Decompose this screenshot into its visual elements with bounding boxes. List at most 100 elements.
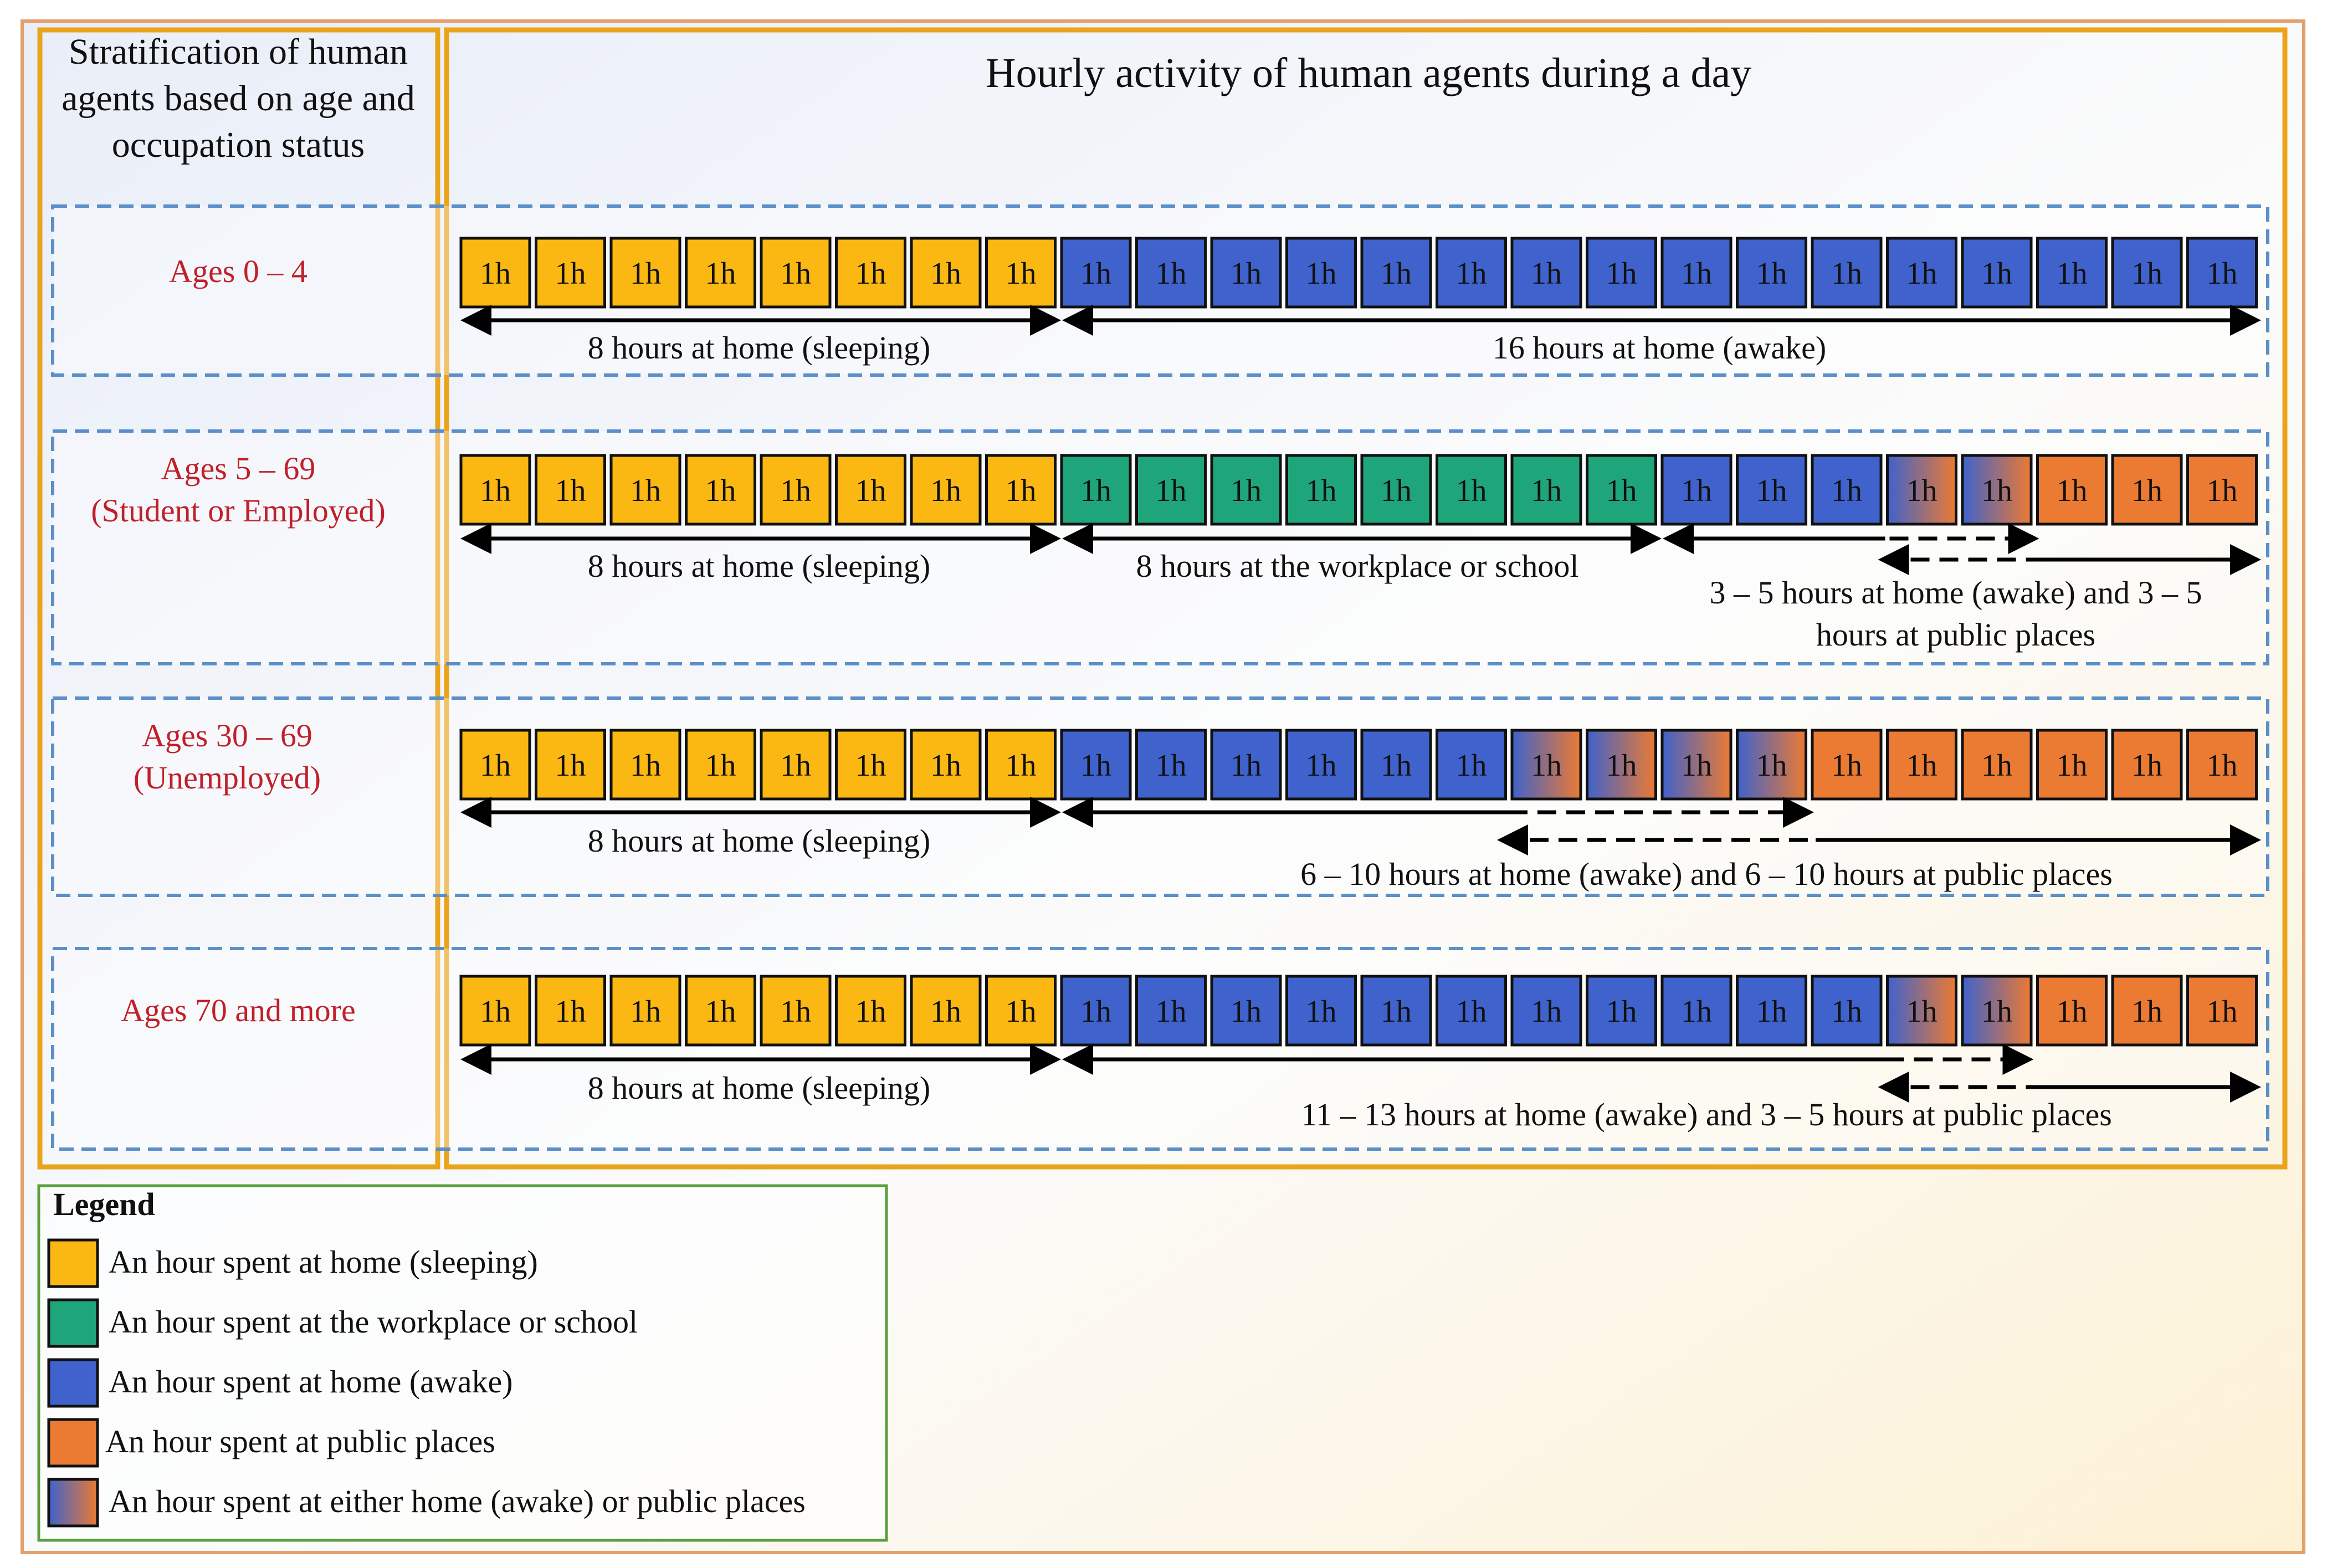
hour-cell-label: 1h [1306, 474, 1337, 508]
hour-cell [835, 237, 906, 309]
hour-cell-label: 1h [1606, 474, 1637, 508]
hour-cell [1510, 237, 1582, 309]
hour-cell [1060, 729, 1132, 801]
hour-cell [459, 729, 531, 801]
hour-cell-label: 1h [1456, 474, 1487, 508]
hour-cell [985, 237, 1057, 309]
hour-cell [535, 729, 606, 801]
row-label-line: (Student or Employed) [91, 493, 386, 529]
hour-cell-label: 1h [780, 474, 811, 508]
hour-cell [1886, 729, 1957, 801]
hour-cell [685, 454, 756, 526]
hour-cell-label: 1h [1006, 995, 1037, 1029]
hour-cell-label: 1h [1531, 995, 1562, 1029]
hour-cell-label: 1h [555, 474, 586, 508]
span-label-row2-work: 8 hours at the workplace or school [1136, 548, 1579, 584]
hour-cell [1736, 975, 1807, 1047]
row-label-ages-0-4: Ages 0 – 4 [50, 250, 427, 293]
legend-swatch-sleep [47, 1238, 99, 1288]
hour-cell-label: 1h [1381, 995, 1412, 1029]
hour-cell-label: 1h [705, 995, 736, 1029]
hour-cell [1961, 729, 2033, 801]
hour-cell [1736, 237, 1807, 309]
hour-cell-label: 1h [1231, 995, 1262, 1029]
hour-cell-label: 1h [1006, 474, 1037, 508]
hour-cell-label: 1h [1681, 995, 1712, 1029]
hour-cell-label: 1h [1080, 474, 1111, 508]
hour-cell-label: 1h [1381, 749, 1412, 783]
span-label-row1-sleep: 8 hours at home (sleeping) [587, 330, 931, 366]
hour-cell [1060, 975, 1132, 1047]
span-label-row3-home-public: 6 – 10 hours at home (awake) and 6 – 10 … [1300, 856, 2113, 892]
hour-cell-label: 1h [1531, 257, 1562, 291]
hour-cell [1660, 454, 1733, 526]
hour-cell-label: 1h [1756, 257, 1787, 291]
hour-cell-label: 1h [1306, 995, 1337, 1029]
hour-cell-label: 1h [1906, 749, 1938, 783]
hour-cell-label: 1h [2207, 257, 2238, 291]
hour-cell-label: 1h [1756, 749, 1787, 783]
legend-swatch-home_awake [47, 1358, 99, 1408]
row-label-line: Ages 0 – 4 [169, 253, 307, 289]
hour-cell [1285, 975, 1357, 1047]
hour-cell [2186, 454, 2258, 526]
hour-cell-label: 1h [930, 995, 961, 1029]
hour-cell [1961, 975, 2033, 1047]
hour-cell-label: 1h [855, 474, 886, 508]
hour-cell [1135, 729, 1207, 801]
hour-cell-label: 1h [1156, 749, 1187, 783]
hour-cell-label: 1h [780, 995, 811, 1029]
hour-cell [1886, 454, 1957, 526]
hour-cell-label: 1h [1981, 749, 2012, 783]
legend-item-work: An hour spent at the workplace or school [109, 1304, 638, 1340]
hour-cell-label: 1h [1981, 474, 2012, 508]
legend-item-either: An hour spent at either home (awake) or … [109, 1483, 806, 1519]
row-label-line: Ages 70 and more [121, 992, 356, 1028]
span-label-row4-home-public: 11 – 13 hours at home (awake) and 3 – 5 … [1301, 1096, 2112, 1133]
hour-cell [835, 454, 906, 526]
hour-cell [685, 975, 756, 1047]
legend-item-sleep: An hour spent at home (sleeping) [109, 1244, 538, 1280]
hour-cell [1811, 454, 1883, 526]
hour-cell-label: 1h [2057, 995, 2088, 1029]
hour-cell-label: 1h [1906, 995, 1938, 1029]
hour-cell-label: 1h [2207, 995, 2238, 1029]
hour-cell-label: 1h [855, 257, 886, 291]
legend-item-home-awake: An hour spent at home (awake) [109, 1364, 513, 1400]
span-label-row3-sleep: 8 hours at home (sleeping) [587, 823, 931, 859]
hour-cell [1436, 729, 1507, 801]
hour-cell [685, 237, 756, 309]
row-label-ages-30-69: Ages 30 – 69 (Unemployed) [39, 715, 416, 799]
hour-cell [1360, 729, 1432, 801]
legend-swatch-public [47, 1418, 99, 1468]
hour-cell-label: 1h [1456, 995, 1487, 1029]
hour-cell-label: 1h [855, 749, 886, 783]
hour-cell-label: 1h [2207, 749, 2238, 783]
hour-cell-label: 1h [1231, 749, 1262, 783]
hour-cell [910, 454, 982, 526]
legend-title: Legend [53, 1186, 155, 1222]
hour-cell-label: 1h [1981, 257, 2012, 291]
hour-cell-label: 1h [1456, 257, 1487, 291]
right-header-frame [444, 27, 2288, 1170]
hour-cell-label: 1h [555, 749, 586, 783]
hour-cell-label: 1h [1681, 749, 1712, 783]
hour-cell [1135, 975, 1207, 1047]
hour-cell-label: 1h [1831, 749, 1862, 783]
row-label-ages-70-plus: Ages 70 and more [50, 990, 427, 1032]
hour-cell-label: 1h [630, 995, 661, 1029]
hour-cell-label: 1h [2057, 474, 2088, 508]
row-label-line: Ages 5 – 69 [161, 450, 316, 486]
hour-cell [1811, 729, 1883, 801]
hour-cell-label: 1h [1981, 995, 2012, 1029]
hour-cell [760, 729, 832, 801]
legend-swatch-either [47, 1478, 99, 1528]
hour-cell [1060, 237, 1132, 309]
hour-cell [1811, 975, 1883, 1047]
hour-cell [2111, 454, 2183, 526]
hour-cell [1210, 975, 1282, 1047]
hour-cell [910, 975, 982, 1047]
hour-cell [1660, 729, 1733, 801]
hour-cell [2186, 237, 2258, 309]
